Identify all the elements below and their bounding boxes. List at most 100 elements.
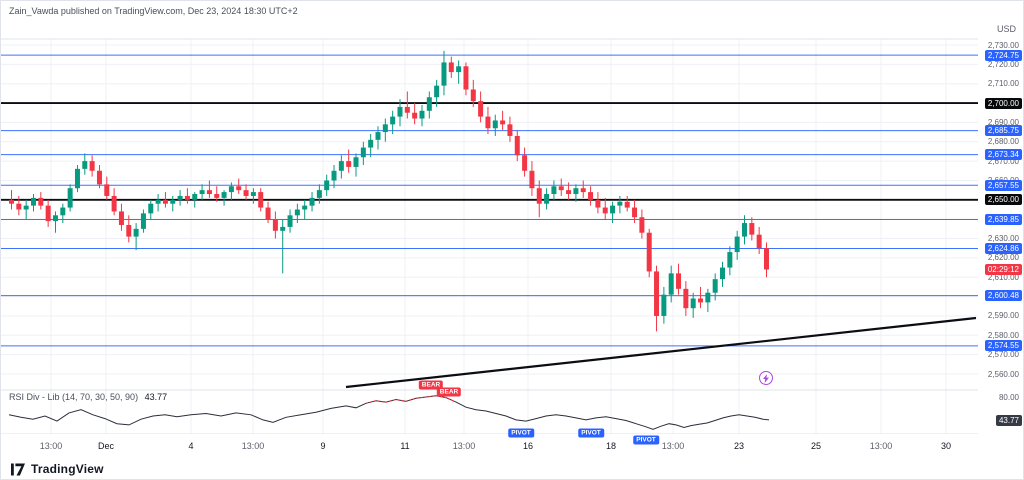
rsi-upper-tick: 80.00 (998, 392, 1019, 402)
footer: TradingView (1, 457, 1023, 479)
candle-body (573, 188, 579, 195)
candle-body (309, 197, 315, 206)
candle-body (456, 66, 462, 73)
price-tick: 2,680.00 (987, 137, 1019, 147)
price-tick: 2,720.00 (987, 59, 1019, 69)
bear-label: BEAR (436, 387, 462, 397)
candle-body (485, 116, 491, 129)
time-axis[interactable]: 13:00 Dec 4 13:00 9 11 13:00 16 18 13:00 23 25 13:00… (1, 434, 979, 457)
candle-body (228, 186, 234, 193)
candle-body (602, 207, 608, 214)
time-axis-label: 30 (940, 441, 952, 451)
candle-body (683, 288, 689, 309)
candle-body (155, 199, 161, 204)
time-axis-label: Dec (97, 441, 115, 451)
candle-body (588, 192, 594, 200)
candle-body (492, 120, 498, 129)
candle-body (192, 194, 198, 200)
candle-body (544, 194, 550, 204)
key-level-badge: 2,650.00 (984, 194, 1022, 206)
price-level-badge: 2,574.55 (984, 340, 1022, 352)
candle-body (742, 223, 747, 237)
price-tick: 2,710.00 (987, 79, 1019, 89)
candle-body (184, 195, 190, 200)
tradingview-logo[interactable] (11, 463, 26, 476)
ascending-trendline (345, 316, 977, 389)
candle-body (96, 170, 102, 185)
candle-body (148, 203, 154, 214)
time-axis-label: 18 (605, 441, 617, 451)
candle-body (566, 190, 572, 195)
candle-body (595, 199, 601, 208)
candle-body (265, 207, 271, 220)
candle-body (60, 207, 66, 216)
rsi-overbought-segment (365, 395, 457, 404)
candle-body (690, 298, 696, 309)
candle-body (214, 194, 220, 198)
candle-body (52, 215, 58, 222)
lightning-bolt-glyph (763, 373, 769, 383)
candle-body (74, 168, 80, 189)
candle-body (412, 112, 418, 119)
candle-body (82, 161, 88, 169)
candle-body (287, 215, 293, 227)
price-tick: 2,630.00 (987, 234, 1019, 244)
rsi-indicator-title: RSI Div - Lib (14, 70, 30, 50, 90) 43.77 (9, 392, 167, 402)
candle-body (705, 292, 711, 303)
price-axis[interactable]: USD 2,730.00 2,720.00 2,710.00 2,690.00 2,68… (978, 1, 1023, 457)
candle-body (448, 62, 454, 73)
candle-body (104, 184, 110, 196)
currency-label: USD (996, 24, 1016, 34)
price-level-badge: 2,600.48 (984, 290, 1022, 302)
price-tick: 2,690.00 (987, 117, 1019, 127)
price-level-badge: 2,685.75 (984, 125, 1022, 137)
candle-body (118, 211, 124, 225)
candle-body (89, 161, 95, 171)
price-tick: 2,570.00 (987, 350, 1019, 360)
countdown-badge: 02:29:12 (984, 263, 1022, 275)
candle-body (9, 199, 14, 204)
candle-body (16, 203, 22, 210)
candle-body (236, 186, 242, 191)
pivot-label: PIVOT (578, 428, 604, 438)
attribution: Zain_Vawda published on TradingView.com,… (9, 6, 298, 16)
candle-body (30, 197, 36, 206)
candle-body (514, 135, 520, 156)
candle-body (294, 209, 300, 216)
candle-body (250, 192, 256, 196)
candle-body (756, 234, 762, 249)
candle-body (558, 186, 564, 191)
time-axis-label: 25 (810, 441, 822, 451)
candle-body (639, 217, 645, 233)
price-tick: 2,730.00 (987, 40, 1019, 50)
candle-body (668, 273, 674, 295)
candle-body (331, 170, 337, 181)
candle-body (536, 188, 542, 204)
candle-body (478, 101, 484, 117)
price-tick: 2,610.00 (987, 272, 1019, 282)
candle-body (353, 157, 359, 167)
rsi-value-badge: 43.77 (995, 414, 1022, 426)
brand-name[interactable]: TradingView (31, 462, 104, 476)
candle-body (698, 298, 704, 303)
candle-body (507, 124, 513, 136)
candle-body (316, 190, 322, 198)
lightning-icon[interactable] (759, 371, 773, 385)
candle-body (734, 236, 740, 253)
candle-body (221, 192, 227, 198)
time-axis-label: 11 (400, 441, 410, 451)
price-tick: 2,620.00 (987, 253, 1019, 263)
candle-body (404, 106, 410, 113)
candle-body (162, 199, 168, 204)
time-axis-label: 13:00 (39, 441, 63, 451)
candle-body (551, 186, 557, 195)
rsi-indicator-value: 43.77 (144, 392, 168, 402)
candle-body (45, 205, 51, 222)
candle-body (170, 199, 176, 204)
candle-body (617, 201, 623, 206)
candle-body (624, 201, 630, 208)
candle-body (749, 223, 755, 235)
candle-body (470, 89, 476, 102)
candle-body (324, 180, 330, 191)
